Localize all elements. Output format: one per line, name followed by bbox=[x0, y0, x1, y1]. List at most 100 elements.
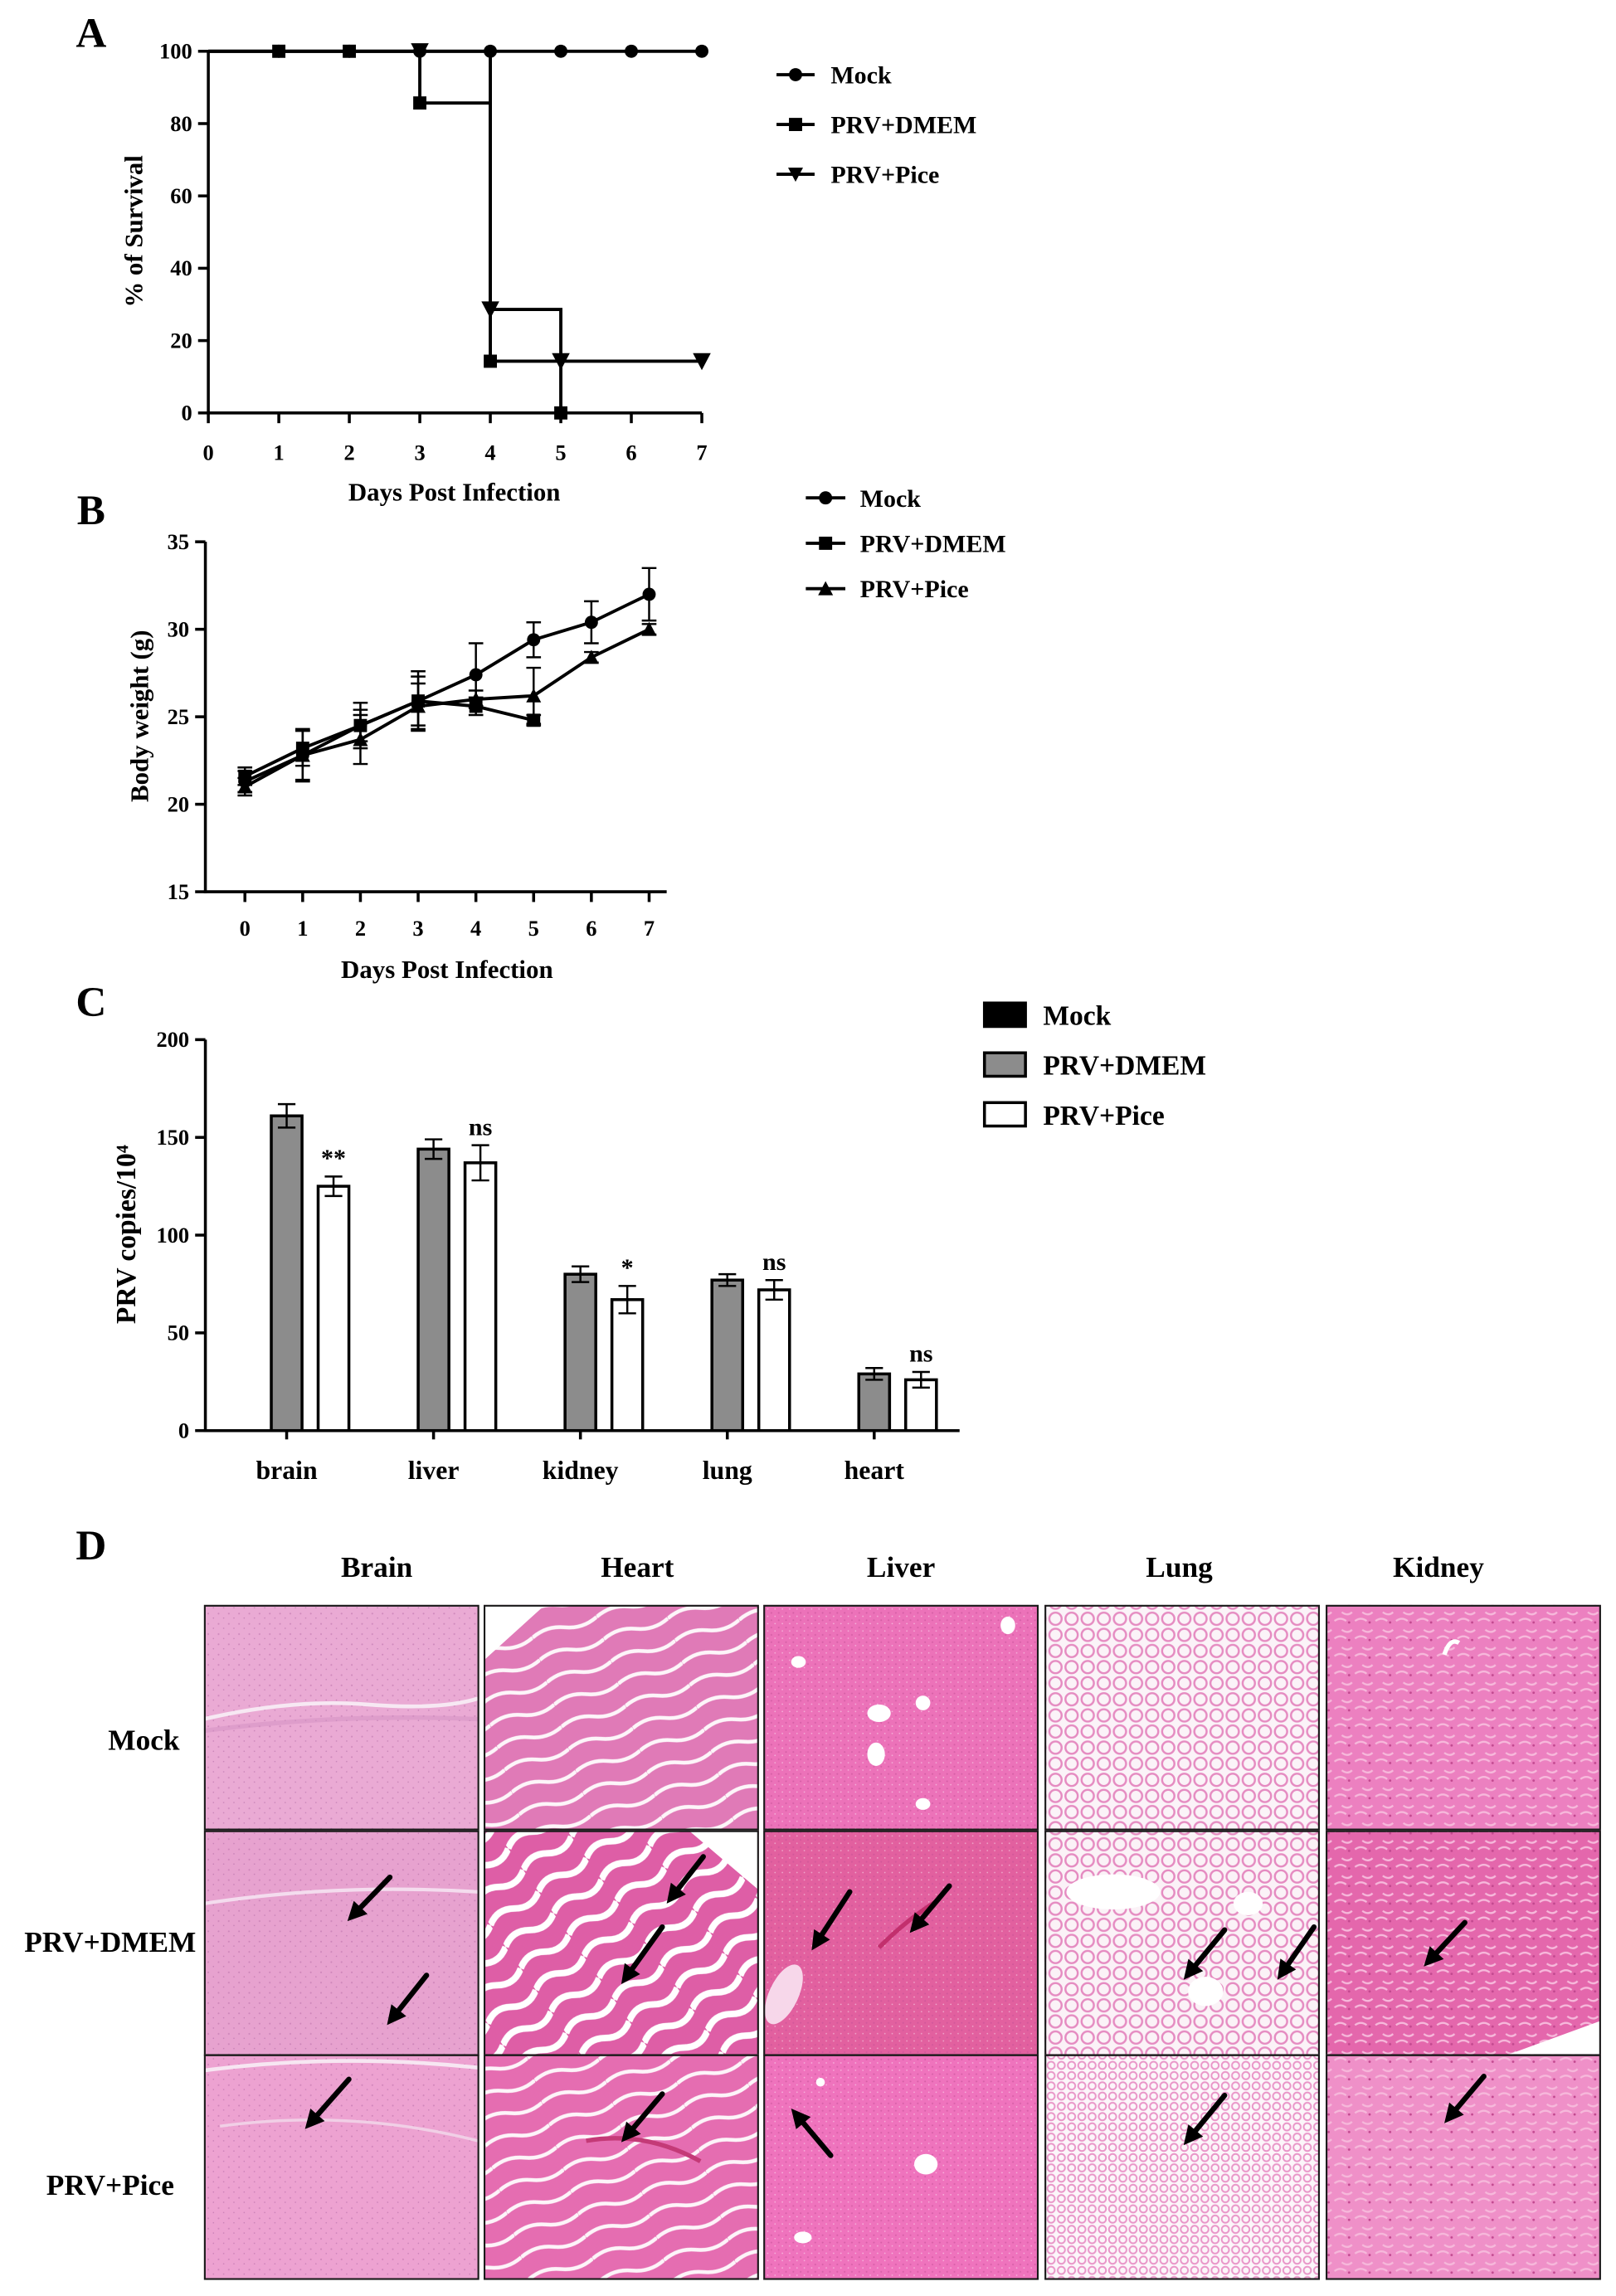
survival-y-tick-label: 100 bbox=[159, 39, 192, 64]
tissue-texture bbox=[1044, 1830, 1320, 2056]
survival-x-tick-label: 0 bbox=[202, 440, 213, 465]
category-label-lung: lung bbox=[703, 1456, 752, 1485]
panel-d-histology-grid: Brain Heart Liver Lung Kidney Mock PRV+D… bbox=[24, 1551, 1601, 2280]
tissue-texture bbox=[763, 1604, 1039, 1831]
arrow-shaft bbox=[357, 1874, 393, 1912]
arrow-shaft bbox=[674, 1854, 706, 1893]
panel-b-body-weight-chart: 15 20 25 30 35 0 1 2 3 4 5 6 7 Days Post Infection Bod… bbox=[125, 485, 1006, 984]
survival-legend-marker-mock bbox=[789, 68, 802, 81]
viral-load-legend-swatch-prv-dmem bbox=[982, 1051, 1027, 1078]
column-header-brain: Brain bbox=[341, 1551, 413, 1583]
body-weight-legend-label-prv-pice: PRV+Pice bbox=[860, 576, 969, 603]
survival-legend-label-prv-dmem: PRV+DMEM bbox=[830, 112, 976, 139]
survival-legend-label-mock: Mock bbox=[830, 62, 892, 90]
tissue-feature bbox=[815, 2077, 825, 2087]
histology-image-mock-heart bbox=[483, 1604, 759, 1831]
survival-y-tick-label: 20 bbox=[170, 328, 192, 353]
histology-image-mock-liver bbox=[763, 1604, 1039, 1831]
bar-prv-pice-kidney bbox=[610, 1298, 645, 1433]
arrow-head bbox=[304, 2108, 325, 2129]
lesion-arrow-icon bbox=[1277, 1924, 1317, 1980]
arrow-shaft bbox=[918, 1883, 952, 1923]
significance-label-liver: ns bbox=[469, 1113, 492, 1141]
survival-legend-label-prv-pice: PRV+Pice bbox=[830, 162, 939, 189]
significance-label-heart: ns bbox=[909, 1340, 932, 1368]
significance-label-kidney: * bbox=[621, 1254, 634, 1282]
bar-prv-dmem-kidney bbox=[563, 1272, 597, 1433]
arrow-head bbox=[621, 2121, 641, 2143]
survival-point-prv-pice bbox=[693, 353, 711, 371]
viral-load-legend-label-prv-pice: PRV+Pice bbox=[1043, 1101, 1165, 1131]
body-weight-line-prv-pice bbox=[244, 627, 650, 789]
category-label-heart: heart bbox=[845, 1456, 905, 1485]
tissue-texture bbox=[483, 1830, 759, 2056]
body-weight-point-prv-dmem bbox=[527, 713, 541, 727]
bar-prv-dmem-lung bbox=[710, 1278, 745, 1433]
column-header-lung: Lung bbox=[1146, 1551, 1213, 1583]
category-label-liver: liver bbox=[408, 1456, 460, 1485]
tissue-texture bbox=[203, 1830, 479, 2056]
tissue-texture bbox=[1044, 2054, 1320, 2280]
histology-image-border bbox=[763, 1604, 1039, 1831]
body-weight-line-mock bbox=[244, 592, 650, 783]
body-weight-point-mock bbox=[642, 587, 656, 601]
body-weight-y-tick-label: 35 bbox=[168, 529, 189, 554]
lesion-arrow-icon bbox=[1183, 1927, 1228, 1980]
tissue-feature bbox=[1000, 1616, 1015, 1635]
arrow-head bbox=[621, 1963, 640, 1984]
body-weight-legend-marker-mock bbox=[819, 491, 833, 505]
survival-x-tick-label: 3 bbox=[414, 440, 425, 465]
panel-a-label: A bbox=[75, 9, 106, 56]
tissue-feature bbox=[219, 2118, 479, 2143]
survival-y-tick-label: 80 bbox=[170, 111, 192, 136]
body-weight-point-prv-pice bbox=[411, 698, 426, 713]
body-weight-point-prv-pice bbox=[583, 649, 599, 664]
survival-point-prv-dmem bbox=[343, 44, 357, 58]
bar-prv-dmem-brain bbox=[270, 1114, 304, 1433]
histology-image-prv-pice-lung bbox=[1044, 2054, 1320, 2280]
histology-image-border bbox=[1326, 1604, 1601, 1831]
histology-image-prv-dmem-liver bbox=[763, 1830, 1039, 2056]
bar-prv-pice-brain bbox=[316, 1184, 351, 1433]
tissue-feature bbox=[203, 1887, 479, 1905]
body-weight-point-mock bbox=[527, 633, 541, 647]
survival-y-tick-label: 0 bbox=[181, 401, 192, 426]
survival-point-prv-pice bbox=[552, 353, 570, 371]
survival-legend-marker-prv-pice bbox=[787, 168, 803, 182]
lesion-arrow-icon bbox=[347, 1874, 393, 1922]
body-weight-y-tick-label: 30 bbox=[168, 616, 189, 641]
tissue-texture bbox=[483, 2054, 759, 2280]
arrow-shaft bbox=[1433, 1919, 1468, 1957]
histology-image-border bbox=[483, 2054, 759, 2280]
tissue-feature bbox=[203, 1715, 479, 1734]
survival-y-tick-label: 40 bbox=[170, 255, 192, 280]
survival-x-axis-label: Days Post Infection bbox=[348, 478, 561, 507]
body-weight-y-tick-label: 15 bbox=[168, 879, 189, 904]
arrow-shaft bbox=[1453, 2074, 1487, 2113]
arrow-head bbox=[1444, 2102, 1464, 2123]
viral-load-legend-swatch-prv-pice bbox=[982, 1101, 1027, 1128]
arrow-head bbox=[811, 1929, 830, 1951]
body-weight-x-tick-label: 2 bbox=[355, 916, 366, 941]
body-weight-x-tick-label: 5 bbox=[528, 916, 539, 941]
survival-x-tick-label: 7 bbox=[696, 440, 707, 465]
viral-load-y-tick-label: 0 bbox=[178, 1418, 189, 1443]
body-weight-point-prv-pice bbox=[294, 747, 310, 762]
tissue-feature bbox=[1066, 1874, 1161, 1909]
lesion-arrow-icon bbox=[621, 2091, 665, 2143]
row-label-prv-pice: PRV+Pice bbox=[46, 2169, 174, 2201]
tissue-feature bbox=[203, 1696, 479, 1721]
histology-image-border bbox=[203, 2054, 479, 2280]
survival-x-tick-label: 4 bbox=[484, 440, 495, 465]
lesion-arrow-icon bbox=[1424, 1919, 1468, 1967]
panel-b-label: B bbox=[77, 487, 105, 534]
bar-prv-dmem-liver bbox=[416, 1147, 450, 1433]
arrow-head bbox=[1277, 1958, 1297, 1980]
tissue-feature bbox=[764, 1964, 803, 2025]
survival-point-prv-pice bbox=[481, 301, 499, 319]
arrow-head bbox=[1424, 1946, 1444, 1967]
tissue-texture bbox=[1044, 1604, 1320, 1831]
viral-load-y-tick-label: 150 bbox=[156, 1125, 189, 1150]
tissue-feature bbox=[203, 2059, 479, 2073]
body-weight-point-mock bbox=[469, 668, 483, 682]
